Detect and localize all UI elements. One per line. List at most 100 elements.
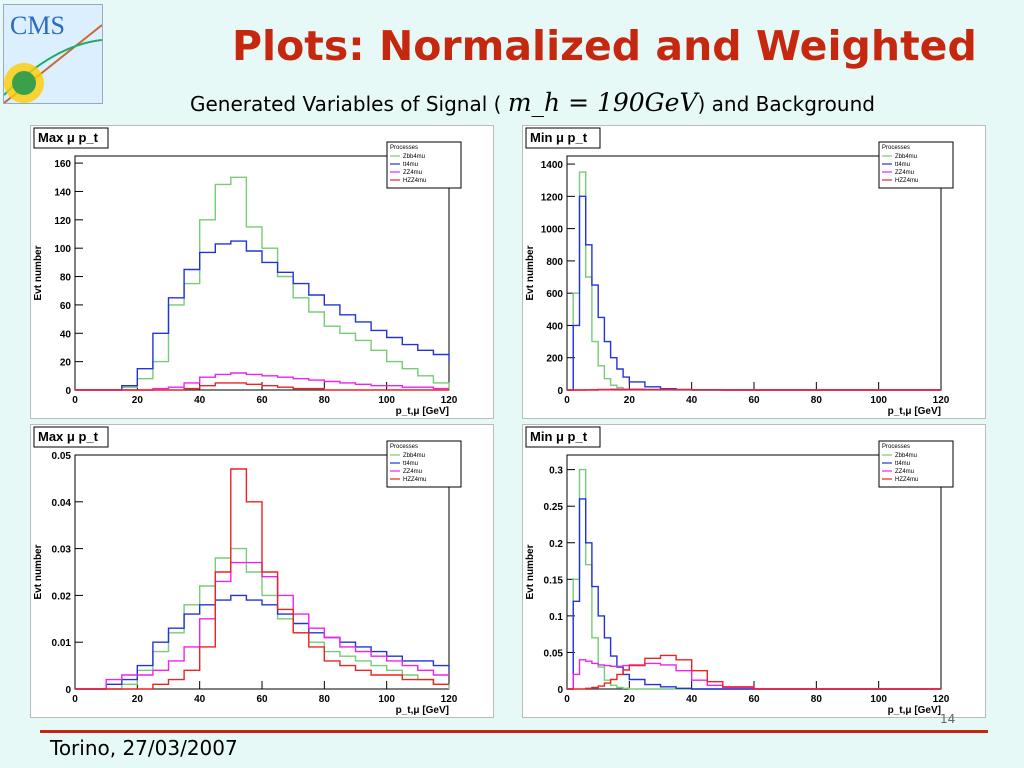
chart-panel-min-pt: Min μ p_t 0 200 400 600 800 1000 1200 1400 0 20 40 6… — [522, 125, 986, 419]
x-tick-label: 60 — [256, 694, 268, 705]
chart-title-box — [525, 127, 601, 149]
y-tick-label: 0.05 — [544, 648, 564, 659]
x-axis-label: p_t,μ [GeV] — [888, 705, 941, 716]
y-tick-label: 100 — [54, 244, 71, 255]
y-tick-label: 60 — [60, 301, 72, 312]
y-tick-label: 800 — [546, 257, 563, 268]
y-tick-label: 0.1 — [549, 612, 563, 623]
series-line-tt4mu — [75, 240, 450, 391]
x-tick-label: 60 — [748, 395, 760, 406]
legend-label: tt4mu — [895, 461, 910, 467]
x-tick-label: 20 — [624, 694, 636, 705]
x-tick-label: 120 — [933, 694, 950, 705]
y-tick-label: 0.03 — [52, 545, 72, 556]
chart-title: Min μ p_t — [530, 429, 588, 444]
x-tick-label: 60 — [748, 694, 760, 705]
x-tick-label: 80 — [811, 395, 823, 406]
legend-label: Zbb4mu — [895, 453, 917, 459]
plot-frame — [566, 155, 942, 391]
y-tick-label: 80 — [60, 273, 72, 284]
x-tick-label: 20 — [132, 694, 144, 705]
x-axis-label: p_t,μ [GeV] — [396, 705, 449, 716]
logo-text: CMS — [10, 11, 65, 40]
legend-label: tt4mu — [403, 461, 418, 467]
legend-label: tt4mu — [895, 162, 910, 168]
page-subtitle: Generated Variables of Signal ( m_h = 19… — [190, 88, 875, 117]
x-tick-label: 80 — [319, 395, 331, 406]
x-tick-label: 40 — [686, 395, 698, 406]
y-tick-label: 0 — [65, 685, 71, 696]
chart-title-box — [33, 426, 109, 448]
series-line-tt4mu — [75, 594, 450, 690]
chart-panel-max-pt: Max μ p_t 0 20 40 60 80 100 120 140 160 0 20 40 60 80 1… — [30, 125, 494, 419]
x-tick-label: 100 — [870, 694, 887, 705]
legend-label: Zbb4mu — [403, 154, 425, 160]
y-tick-label: 1000 — [541, 225, 564, 236]
legend-label: HZZ4mu — [895, 178, 918, 184]
x-tick-label: 120 — [441, 395, 458, 406]
y-tick-label: 0.25 — [544, 502, 564, 513]
legend-label: Zbb4mu — [895, 154, 917, 160]
x-tick-label: 20 — [132, 395, 144, 406]
legend-title: Processes — [882, 145, 910, 151]
subtitle-math: m_h = 190GeV — [507, 88, 698, 117]
plot-frame — [566, 454, 942, 690]
subtitle-post: ) and Background — [697, 92, 875, 116]
y-axis-label: Evt number — [525, 245, 536, 300]
cms-logo-graphic — [4, 24, 102, 103]
legend-label: HZZ4mu — [403, 477, 426, 483]
y-tick-label: 1200 — [541, 192, 564, 203]
x-tick-label: 80 — [319, 694, 331, 705]
legend-label: ZZ4mu — [895, 469, 914, 475]
chart-title: Min μ p_t — [530, 130, 588, 145]
page-number: 14 — [940, 712, 956, 726]
chart-title: Max μ p_t — [38, 429, 99, 444]
legend-label: ZZ4mu — [895, 170, 914, 176]
y-tick-label: 140 — [54, 187, 71, 198]
y-tick-label: 0.04 — [52, 498, 72, 509]
x-tick-label: 40 — [686, 694, 698, 705]
y-tick-label: 0 — [557, 386, 563, 397]
x-axis-label: p_t,μ [GeV] — [888, 406, 941, 417]
y-tick-label: 1400 — [541, 160, 564, 171]
chart-title-box — [33, 127, 109, 149]
footer-divider — [40, 730, 988, 733]
x-axis-label: p_t,μ [GeV] — [396, 406, 449, 417]
y-tick-label: 400 — [546, 321, 563, 332]
legend-label: HZZ4mu — [403, 178, 426, 184]
chart-panel-max-pt-normalized: Max μ p_t 0 0.01 0.02 0.03 0.04 0.05 0 20 40 60 80 1… — [30, 424, 494, 718]
legend-title: Processes — [390, 145, 418, 151]
x-tick-label: 0 — [564, 395, 570, 406]
y-axis-label: Evt number — [525, 544, 536, 599]
y-tick-label: 0 — [65, 386, 71, 397]
x-tick-label: 100 — [378, 694, 395, 705]
x-tick-label: 120 — [441, 694, 458, 705]
y-tick-label: 0.05 — [52, 451, 72, 462]
x-tick-label: 80 — [811, 694, 823, 705]
cms-logo: CMS — [3, 4, 103, 104]
y-tick-label: 120 — [54, 216, 71, 227]
x-tick-label: 40 — [194, 694, 206, 705]
x-tick-label: 0 — [72, 694, 78, 705]
series-line-hzz4mu — [75, 382, 449, 391]
x-tick-label: 120 — [933, 395, 950, 406]
chart-panel-min-pt-normalized: Min μ p_t 0 0.05 0.1 0.15 0.2 0.25 0.3 0 20 40 60 80… — [522, 424, 986, 718]
x-tick-label: 0 — [72, 395, 78, 406]
legend-label: ZZ4mu — [403, 170, 422, 176]
x-tick-label: 40 — [194, 395, 206, 406]
legend-title: Processes — [882, 444, 910, 450]
chart-title-box — [525, 426, 601, 448]
y-tick-label: 600 — [546, 289, 563, 300]
chart-min-pt-normalized: Min μ p_t 0 0.05 0.1 0.15 0.2 0.25 0.3 0 20 40 60 80… — [523, 425, 985, 717]
y-tick-label: 0.2 — [549, 539, 563, 550]
x-tick-label: 20 — [624, 395, 636, 406]
y-tick-label: 40 — [60, 329, 72, 340]
chart-title: Max μ p_t — [38, 130, 99, 145]
y-tick-label: 0.01 — [52, 638, 72, 649]
y-tick-label: 20 — [60, 358, 72, 369]
x-tick-label: 0 — [564, 694, 570, 705]
series-line-zz4mu — [75, 372, 449, 391]
legend-label: Zbb4mu — [403, 453, 425, 459]
y-tick-label: 200 — [546, 354, 563, 365]
series-line-tt4mu — [567, 498, 941, 690]
